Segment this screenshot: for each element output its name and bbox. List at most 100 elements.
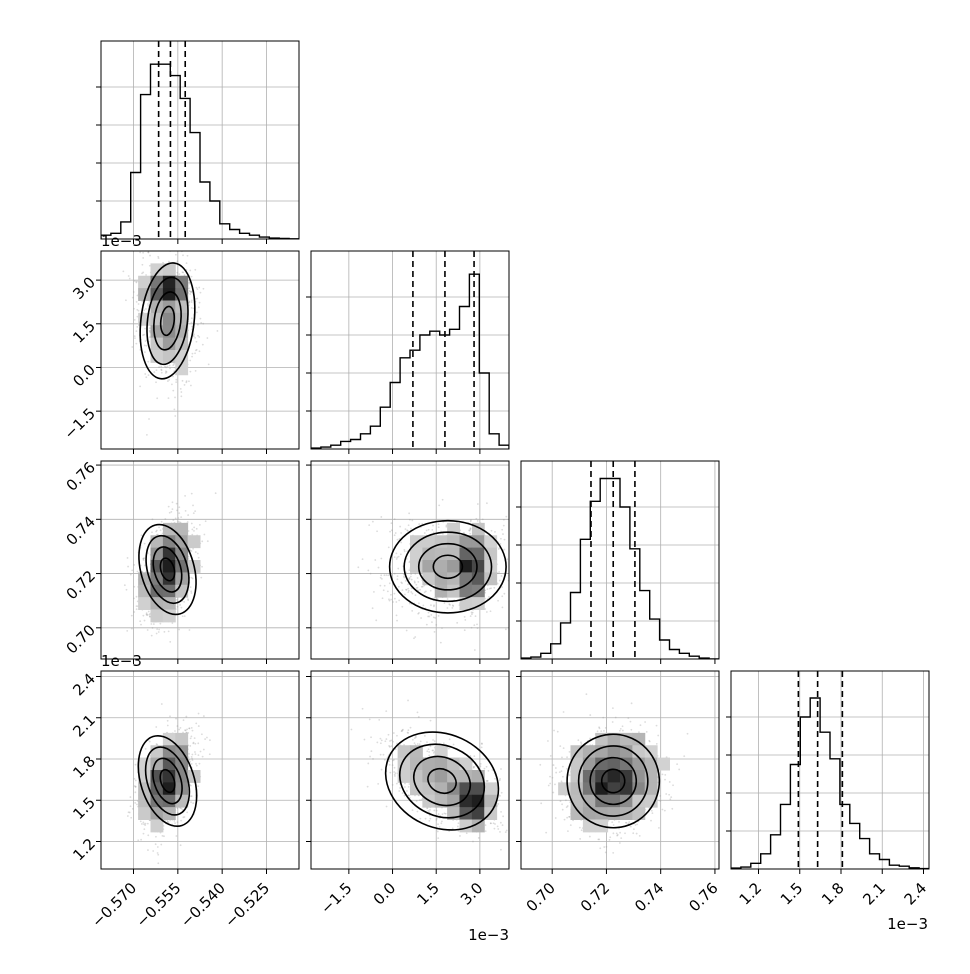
scatter-point [451,607,453,609]
histogram-bin [571,593,581,660]
scatter-point [192,505,194,507]
scatter-point [145,274,147,276]
scatter-point [136,326,138,328]
scatter-point [200,577,202,579]
scatter-point [180,516,182,518]
scatter-point [169,715,171,717]
scatter-point [400,581,402,583]
scatter-point [202,344,204,346]
scatter-point [174,397,176,399]
scatter-point [132,297,134,299]
scatter-point [397,578,399,580]
scatter-point [125,299,127,301]
y-tick-label: 0.74 [63,513,99,549]
scatter-point [385,574,387,576]
scatter-point [135,282,137,284]
scatter-point [193,526,195,528]
scatter-point [414,636,416,638]
scatter-point [394,534,396,536]
scatter-point [134,319,136,321]
scatter-point [185,510,187,512]
histogram-bin [351,440,361,450]
scatter-point [182,615,184,617]
scatter-point [175,254,177,256]
histogram-bin [640,591,650,659]
scatter-point [433,604,435,606]
scatter-point [431,529,433,531]
histogram-bin [670,650,680,660]
scatter-point [203,715,205,717]
scatter-point [189,360,191,362]
scatter-point [412,593,414,595]
scatter-point [389,600,391,602]
scatter-point [139,385,141,387]
scatter-point [395,601,397,603]
scatter-point [136,596,138,598]
scatter-point [202,323,204,325]
scatter-point [408,590,410,592]
scatter-point [410,573,412,575]
scatter-point [444,602,446,604]
scatter-point [418,523,420,525]
scatter-point [133,564,135,566]
density-cell [435,585,448,598]
scatter-point [194,269,196,271]
scatter-point [137,316,139,318]
scatter-point [143,559,145,561]
scatter-point [133,291,135,293]
scatter-point [203,534,205,536]
scatter-point [515,537,517,539]
scatter-point [153,371,155,373]
scatter-point [411,520,413,522]
scatter-point [156,628,158,630]
histogram-bin [551,644,561,659]
scatter-point [146,434,148,436]
scatter-point [191,493,193,495]
scatter-point [405,589,407,591]
histogram-bin [679,653,689,659]
scatter-point [193,512,195,514]
scatter-point [183,601,185,603]
scatter-point [140,624,142,626]
scatter-point [199,763,201,765]
scatter-point [415,584,417,586]
scatter-point [139,252,141,254]
scatter-point [196,341,198,343]
density-cell [472,548,485,561]
scatter-point [202,756,204,758]
scatter-point [475,615,477,617]
scatter-point [381,578,383,580]
scatter-point [392,601,394,603]
scatter-point [435,624,437,626]
scatter-point [131,569,133,571]
scatter-point [177,725,179,727]
scatter-point [517,555,519,557]
scatter-point [411,610,413,612]
scatter-point [401,589,403,591]
scatter-point [523,614,525,616]
scatter-point [191,301,193,303]
histogram-bin [220,224,230,239]
scatter-point [184,495,186,497]
scatter-point [201,566,203,568]
scatter-point [395,532,397,534]
scatter-point [126,630,128,632]
scatter-point [198,287,200,289]
scatter-point [367,570,369,572]
scatter-point [217,330,219,332]
histogram-bin [361,434,371,449]
histogram-bin [240,233,250,239]
density-cell [435,560,448,573]
scatter-point [196,311,198,313]
scatter-point [408,512,410,514]
scatter-point [172,501,174,503]
scatter-point [477,503,479,505]
scatter-point [488,596,490,598]
scatter-point [190,590,192,592]
scatter-point [388,547,390,549]
scatter-point [180,391,182,393]
scatter-point [401,606,403,608]
scatter-point [178,273,180,275]
density-cell [447,560,460,573]
